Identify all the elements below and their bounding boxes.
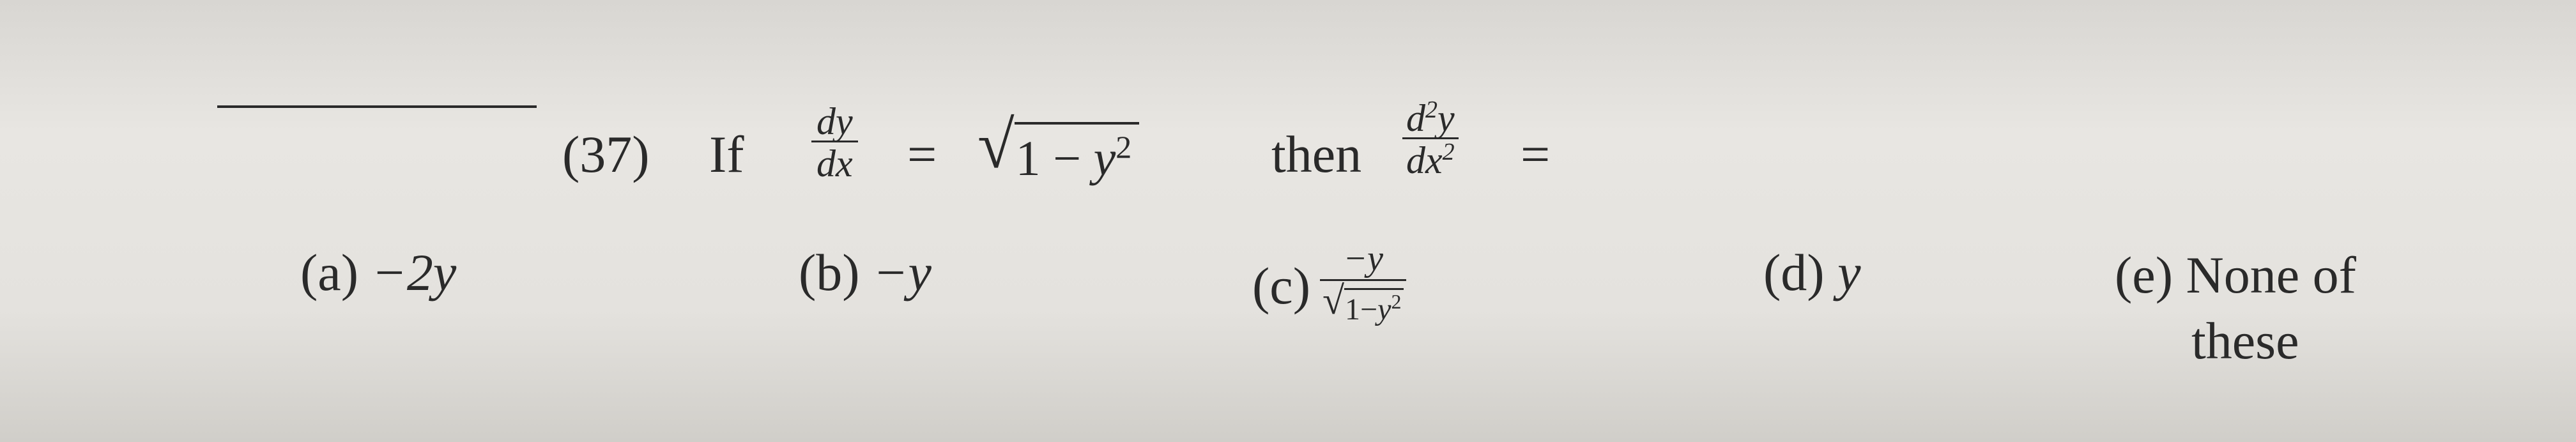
answer-blank-line — [217, 105, 537, 108]
option-c: (c) −y √ 1−y2 — [1252, 243, 1406, 330]
option-d: (d) y — [1763, 243, 1861, 303]
sqrt-expression: √ 1 − y2 — [977, 115, 1139, 187]
option-c-sqrt-content: 1−y2 — [1344, 288, 1404, 327]
option-c-numerator: −y — [1320, 240, 1406, 281]
option-c-sqrt-symbol: √ — [1322, 284, 1344, 319]
if-text: If — [709, 125, 744, 185]
option-a: (a) −2y — [300, 243, 456, 303]
fraction-dy-dx: dy dx — [811, 102, 858, 185]
option-c-fraction: −y √ 1−y2 — [1320, 240, 1406, 327]
sqrt-symbol: √ — [977, 115, 1015, 176]
question-number: (37) — [562, 125, 650, 185]
option-b: (b) −y — [799, 243, 931, 303]
frac2-numerator: d2y — [1402, 99, 1459, 139]
sqrt-content: 1 − y2 — [1015, 122, 1140, 187]
option-e: (e) None of these — [2115, 243, 2356, 374]
frac2-denominator: dx2 — [1402, 139, 1459, 181]
option-c-denominator: √ 1−y2 — [1320, 281, 1406, 327]
frac1-denominator: dx — [811, 142, 858, 185]
then-text: then — [1271, 125, 1361, 185]
frac1-numerator: dy — [811, 102, 858, 142]
equals-sign-2: = — [1521, 125, 1550, 185]
fraction-d2y-dx2: d2y dx2 — [1402, 99, 1459, 181]
equals-sign-1: = — [907, 125, 937, 185]
